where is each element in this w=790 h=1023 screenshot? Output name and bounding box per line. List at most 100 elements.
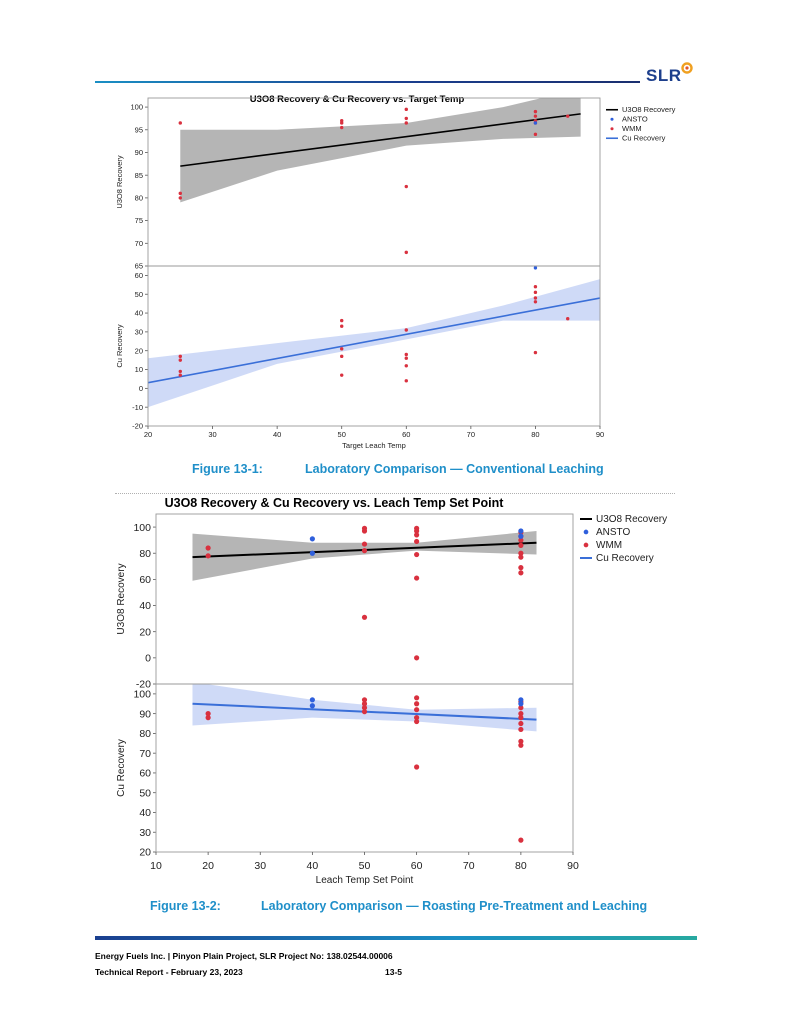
wmm-point	[518, 738, 524, 744]
wmm-point	[404, 356, 408, 360]
x-tick-label: 60	[411, 860, 423, 872]
wmm-point	[205, 545, 211, 551]
y-tick-label: 40	[139, 807, 151, 819]
x-tick-label: 30	[254, 860, 266, 872]
x-tick-label: 20	[144, 430, 152, 439]
wmm-point	[518, 570, 524, 576]
u3o8-axis-label: U3O8 Recovery	[116, 563, 127, 634]
wmm-point	[414, 538, 420, 545]
ansto-point	[309, 697, 315, 703]
x-tick-label: 80	[515, 860, 527, 872]
wmm-point	[404, 107, 408, 112]
wmm-point	[178, 358, 182, 362]
x-tick-label: 80	[531, 430, 539, 439]
wmm-point	[533, 290, 538, 295]
y-tick-label: 50	[139, 787, 151, 799]
x-tick-label: 50	[338, 430, 346, 439]
figure-13-2-number: Figure 13-2:	[150, 899, 221, 913]
wmm-point	[518, 726, 524, 733]
wmm-point	[404, 116, 408, 121]
wmm-point	[178, 121, 182, 125]
y-tick-label: -20	[136, 679, 151, 691]
legend-entry: U3O8 Recovery	[596, 514, 667, 525]
ansto-point	[309, 536, 315, 542]
wmm-point	[361, 701, 368, 707]
wmm-point	[566, 317, 570, 321]
x-tick-label: 90	[596, 430, 604, 439]
wmm-point	[518, 542, 524, 548]
y-tick-label: 0	[139, 384, 143, 393]
wmm-point	[361, 614, 368, 620]
wmm-point	[205, 711, 211, 717]
wmm-point	[533, 109, 538, 114]
wmm-point	[518, 837, 524, 843]
y-tick-label: 80	[139, 728, 151, 740]
figure-13-1-caption: Laboratory Comparison — Conventional Lea…	[305, 462, 604, 476]
wmm-point	[361, 548, 368, 554]
wmm-point	[414, 764, 420, 770]
u3o8-confidence-band	[180, 98, 581, 203]
chart-conventional-leaching: U3O8 Recovery & Cu Recovery vs. Target T…	[115, 94, 676, 450]
wmm-point	[361, 705, 368, 711]
x-tick-label: 10	[150, 860, 162, 872]
wmm-point	[518, 554, 524, 560]
wmm-point	[178, 369, 182, 374]
wmm-point	[518, 720, 524, 727]
y-tick-label: -20	[132, 422, 143, 431]
wmm-point	[518, 742, 524, 748]
logo-swirl-icon	[681, 62, 693, 74]
legend-entry: U3O8 Recovery	[622, 105, 676, 114]
y-tick-label: 20	[135, 346, 143, 355]
wmm-point	[404, 121, 408, 125]
y-tick-label: 30	[135, 328, 143, 337]
y-tick-label: 100	[133, 522, 151, 534]
wmm-point	[178, 354, 182, 359]
wmm-point	[414, 551, 420, 558]
legend-dot-swatch	[610, 117, 614, 121]
chart-title: U3O8 Recovery & Cu Recovery vs. Target T…	[250, 94, 465, 105]
y-tick-label: 20	[139, 626, 151, 638]
wmm-point	[414, 695, 420, 701]
y-tick-label: 65	[135, 262, 143, 271]
wmm-point	[178, 373, 182, 377]
wmm-point	[404, 379, 408, 383]
wmm-point	[533, 132, 538, 137]
ansto-point	[518, 697, 524, 703]
y-tick-label: 60	[139, 574, 151, 586]
footer-rule	[95, 936, 697, 940]
wmm-point	[414, 655, 420, 661]
y-tick-label: 90	[139, 708, 151, 720]
cu-axis-label: Cu Recovery	[116, 739, 127, 797]
u3o8-fit-line	[180, 113, 581, 167]
wmm-point	[340, 125, 344, 130]
wmm-point	[414, 532, 420, 538]
ansto-point	[309, 703, 315, 709]
wmm-point	[340, 121, 344, 125]
y-tick-label: 100	[133, 689, 151, 701]
wmm-point	[518, 550, 524, 556]
wmm-point	[361, 697, 368, 703]
wmm-point	[404, 250, 408, 255]
wmm-point	[340, 318, 344, 323]
wmm-point	[518, 711, 524, 717]
y-tick-label: 80	[139, 548, 151, 560]
wmm-point	[340, 347, 344, 351]
footer-project-line: Energy Fuels Inc. | Pinyon Plain Project…	[95, 951, 393, 961]
legend-entry: ANSTO	[596, 527, 630, 538]
y-tick-label: 75	[135, 216, 143, 225]
wmm-point	[518, 565, 524, 571]
wmm-point	[518, 705, 524, 711]
wmm-point	[566, 114, 570, 118]
figure-13-2-caption: Laboratory Comparison — Roasting Pre-Tre…	[261, 899, 648, 913]
y-tick-label: -10	[132, 403, 143, 412]
wmm-point	[533, 296, 538, 300]
legend-entry: Cu Recovery	[622, 134, 666, 143]
wmm-point	[178, 196, 182, 200]
x-tick-label: 40	[273, 430, 281, 439]
y-tick-label: 40	[135, 309, 143, 318]
ansto-point	[309, 550, 315, 556]
y-tick-label: 60	[139, 768, 151, 780]
x-tick-label: 30	[208, 430, 216, 439]
u3o8-confidence-band	[192, 531, 537, 581]
plot-frame	[147, 97, 601, 427]
